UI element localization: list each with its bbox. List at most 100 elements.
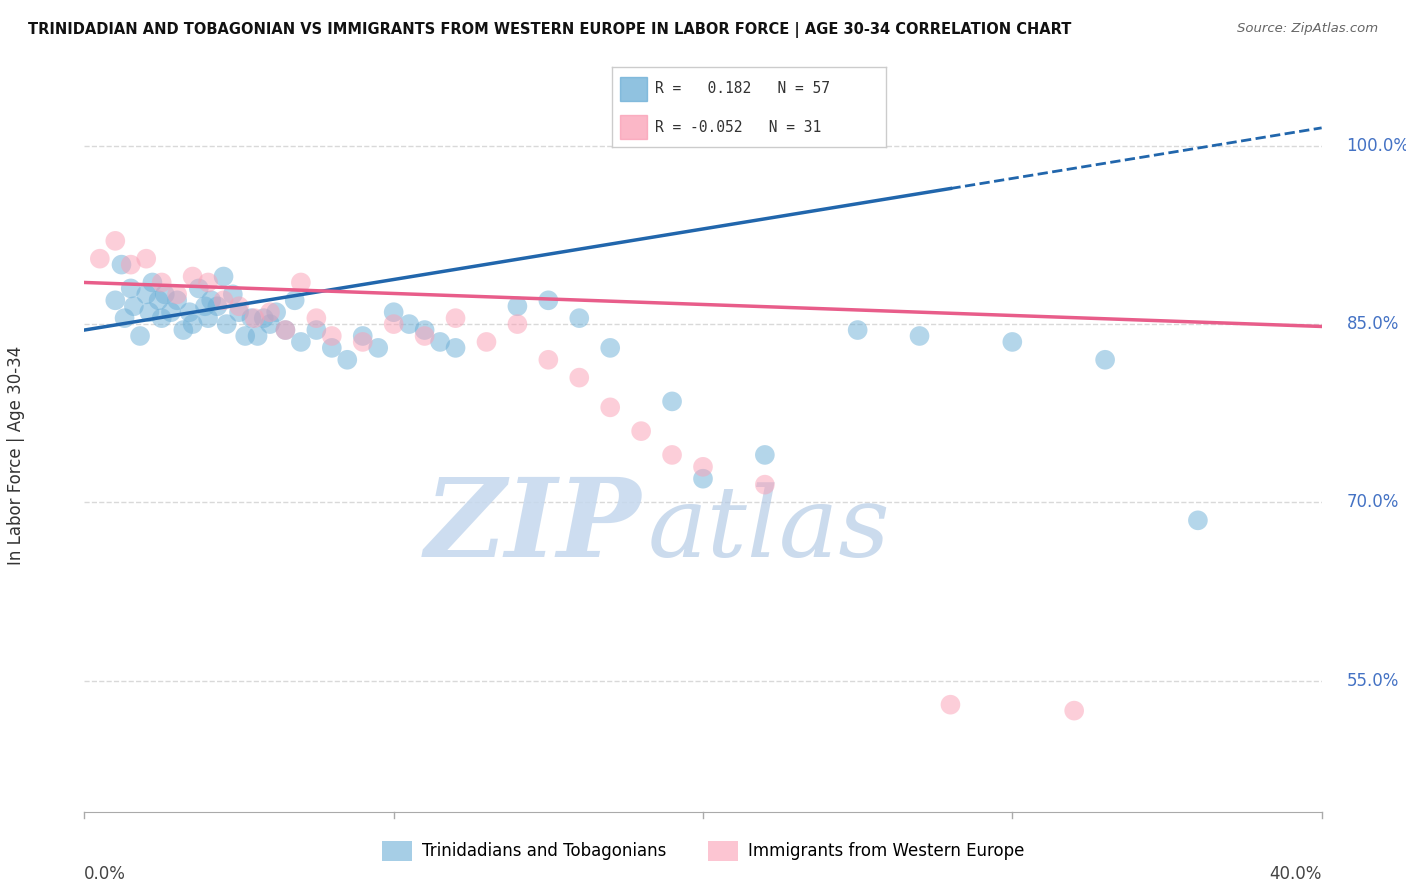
Point — [212, 293, 235, 308]
Point — [321, 329, 343, 343]
Point — [172, 323, 194, 337]
Text: 85.0%: 85.0% — [1347, 315, 1399, 333]
Text: 100.0%: 100.0% — [1347, 136, 1406, 154]
Point — [129, 329, 152, 343]
Point — [692, 459, 714, 474]
Point — [89, 252, 111, 266]
Point — [212, 269, 235, 284]
Point — [104, 234, 127, 248]
Point — [367, 341, 389, 355]
Point — [429, 334, 451, 349]
Point — [240, 311, 263, 326]
Point — [110, 258, 132, 272]
Point — [120, 258, 142, 272]
Point — [290, 276, 312, 290]
Point — [290, 334, 312, 349]
Point — [233, 329, 256, 343]
Point — [194, 299, 217, 313]
Text: Source: ZipAtlas.com: Source: ZipAtlas.com — [1237, 22, 1378, 36]
Text: TRINIDADIAN AND TOBAGONIAN VS IMMIGRANTS FROM WESTERN EUROPE IN LABOR FORCE | AG: TRINIDADIAN AND TOBAGONIAN VS IMMIGRANTS… — [28, 22, 1071, 38]
Point — [122, 299, 145, 313]
Bar — [620, 77, 647, 101]
Point — [222, 287, 245, 301]
Point — [274, 323, 297, 337]
Point — [444, 341, 467, 355]
Point — [1187, 513, 1209, 527]
Point — [352, 334, 374, 349]
Text: In Labor Force | Age 30-34: In Labor Force | Age 30-34 — [7, 345, 25, 565]
Point — [150, 311, 173, 326]
Point — [908, 329, 931, 343]
Point — [197, 276, 219, 290]
Point — [692, 472, 714, 486]
Point — [243, 311, 266, 326]
Point — [506, 317, 529, 331]
Point — [179, 305, 201, 319]
Point — [160, 305, 183, 319]
Point — [537, 352, 560, 367]
Point — [246, 329, 269, 343]
Text: 55.0%: 55.0% — [1347, 672, 1399, 690]
Point — [568, 370, 591, 384]
Point — [215, 317, 238, 331]
Point — [284, 293, 307, 308]
Point — [141, 276, 163, 290]
Point — [352, 329, 374, 343]
Bar — [620, 115, 647, 139]
Point — [599, 341, 621, 355]
Text: R =   0.182   N = 57: R = 0.182 N = 57 — [655, 81, 831, 96]
Point — [259, 305, 281, 319]
Point — [754, 448, 776, 462]
Point — [228, 299, 250, 313]
Point — [1094, 352, 1116, 367]
Point — [661, 394, 683, 409]
Point — [228, 305, 250, 319]
Point — [264, 305, 287, 319]
Point — [537, 293, 560, 308]
Point — [321, 341, 343, 355]
Point — [1001, 334, 1024, 349]
Point — [120, 281, 142, 295]
Point — [336, 352, 359, 367]
Point — [661, 448, 683, 462]
Point — [197, 311, 219, 326]
Point — [382, 317, 405, 331]
Point — [104, 293, 127, 308]
Point — [253, 311, 276, 326]
Text: R = -0.052   N = 31: R = -0.052 N = 31 — [655, 120, 821, 135]
Point — [114, 311, 136, 326]
Point — [568, 311, 591, 326]
Point — [181, 317, 204, 331]
Text: 40.0%: 40.0% — [1270, 865, 1322, 883]
Point — [166, 287, 188, 301]
Point — [846, 323, 869, 337]
Point — [754, 477, 776, 491]
Point — [382, 305, 405, 319]
Point — [305, 311, 328, 326]
Point — [181, 269, 204, 284]
Point — [259, 317, 281, 331]
Text: ZIP: ZIP — [425, 473, 641, 580]
Point — [207, 299, 229, 313]
Point — [274, 323, 297, 337]
Point — [1063, 704, 1085, 718]
Point — [475, 334, 498, 349]
Point — [135, 252, 157, 266]
Point — [444, 311, 467, 326]
Point — [939, 698, 962, 712]
Point — [135, 287, 157, 301]
Point — [599, 401, 621, 415]
Point — [398, 317, 420, 331]
Point — [150, 276, 173, 290]
Point — [305, 323, 328, 337]
Text: atlas: atlas — [647, 483, 890, 577]
Point — [148, 293, 170, 308]
Point — [153, 287, 176, 301]
Point — [200, 293, 222, 308]
Point — [506, 299, 529, 313]
Point — [630, 424, 652, 438]
Point — [413, 323, 436, 337]
Text: 0.0%: 0.0% — [84, 865, 127, 883]
Text: 70.0%: 70.0% — [1347, 493, 1399, 511]
Point — [138, 305, 160, 319]
